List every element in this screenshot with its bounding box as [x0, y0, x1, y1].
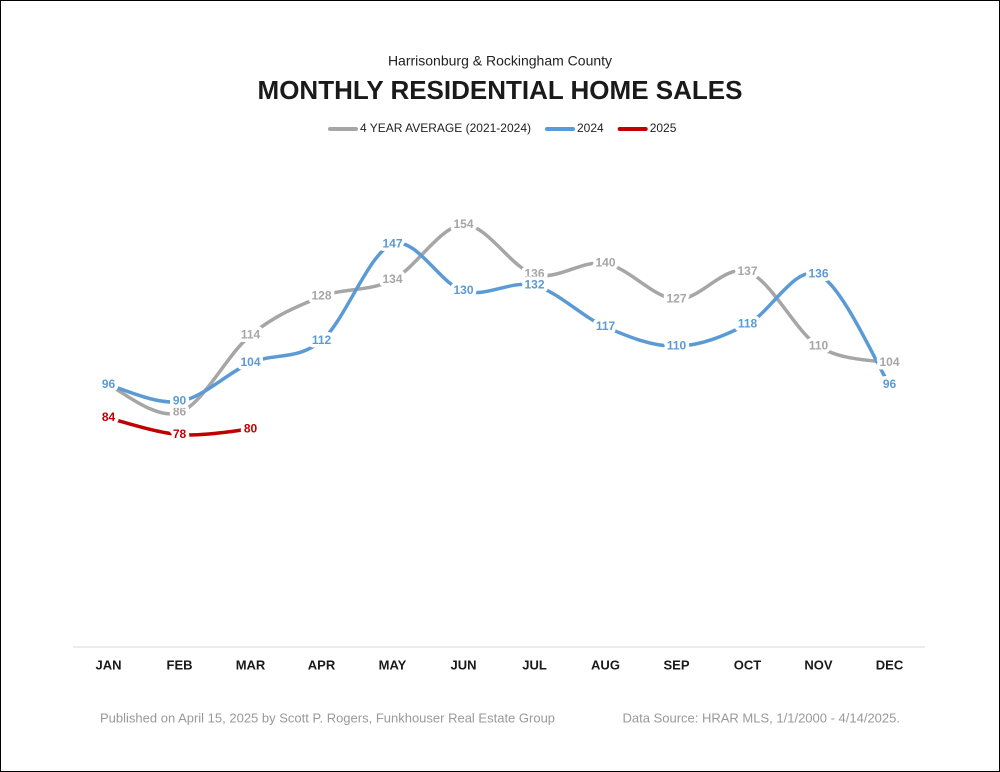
data-label: 136 — [524, 267, 544, 281]
data-label: 137 — [737, 264, 757, 278]
chart-title: MONTHLY RESIDENTIAL HOME SALES — [258, 75, 743, 105]
data-label: 117 — [596, 319, 616, 333]
footer-right: Data Source: HRAR MLS, 1/1/2000 - 4/14/2… — [623, 710, 901, 725]
x-tick-label: MAR — [236, 657, 266, 672]
x-tick-label: SEP — [663, 657, 689, 672]
data-label: 114 — [241, 327, 261, 341]
data-label: 132 — [524, 278, 544, 292]
x-tick-label: JAN — [95, 657, 121, 672]
x-tick-label: JUN — [450, 657, 476, 672]
series-line — [106, 241, 892, 404]
legend-label: 2024 — [577, 121, 604, 135]
x-tick-label: APR — [308, 657, 336, 672]
data-label: 140 — [595, 256, 615, 270]
data-label: 96 — [883, 377, 897, 391]
x-tick-label: DEC — [876, 657, 904, 672]
data-label: 134 — [382, 272, 402, 286]
data-label: 80 — [244, 421, 258, 435]
data-label: 136 — [808, 267, 828, 281]
data-label: 86 — [173, 405, 187, 419]
footer-left: Published on April 15, 2025 by Scott P. … — [100, 710, 555, 725]
x-tick-label: FEB — [167, 657, 193, 672]
data-label: 96 — [102, 377, 116, 391]
chart-subtitle: Harrisonburg & Rockingham County — [388, 53, 612, 69]
data-label: 90 — [173, 394, 187, 408]
data-label: 147 — [382, 236, 402, 250]
data-label: 84 — [102, 410, 116, 424]
x-tick-label: JUL — [522, 657, 547, 672]
x-tick-label: NOV — [804, 657, 833, 672]
data-label: 130 — [453, 283, 473, 297]
legend-label: 4 YEAR AVERAGE (2021-2024) — [360, 121, 531, 135]
data-label: 78 — [173, 427, 187, 441]
data-label: 128 — [311, 289, 331, 303]
data-label: 118 — [738, 316, 758, 330]
series-line — [106, 416, 253, 437]
data-label: 127 — [666, 292, 686, 306]
data-label: 112 — [312, 333, 332, 347]
x-tick-label: MAY — [379, 657, 407, 672]
data-label: 154 — [453, 217, 473, 231]
data-label: 96 — [102, 377, 116, 391]
data-label: 110 — [809, 338, 829, 352]
data-label: 104 — [879, 355, 899, 369]
data-label: 110 — [667, 338, 687, 352]
x-tick-label: AUG — [591, 657, 620, 672]
series-line — [106, 223, 892, 416]
legend-label: 2025 — [650, 121, 677, 135]
data-label: 104 — [240, 355, 260, 369]
x-tick-label: OCT — [734, 657, 762, 672]
